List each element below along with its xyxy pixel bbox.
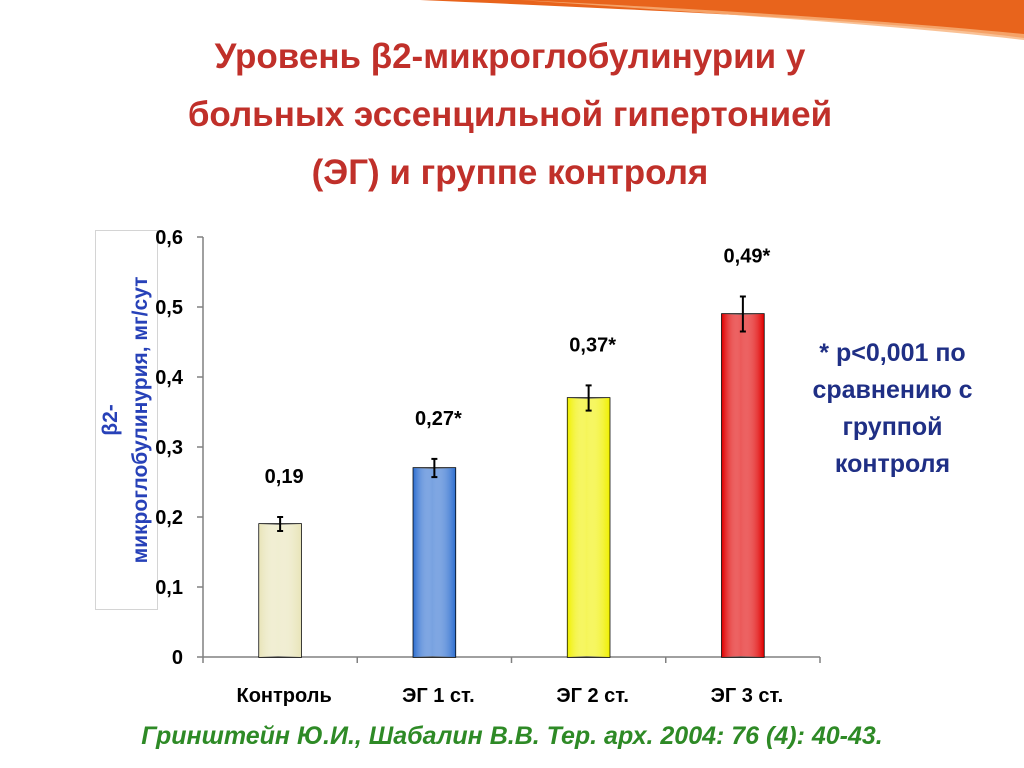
y-tick-label: 0,3: [155, 437, 183, 459]
bar-shading: [567, 398, 610, 657]
y-tick-label: 0,4: [155, 367, 184, 389]
title-line: (ЭГ) и группе контроля: [311, 153, 709, 192]
data-label: 0,49*: [724, 246, 771, 268]
data-label: 0,27*: [415, 408, 462, 430]
y-tick-label: 0,1: [155, 577, 183, 599]
x-tick-label: ЭГ 3 ст.: [711, 685, 784, 707]
y-axis-label-box: [95, 230, 158, 610]
title-line: Уровень β2-микроглобулинурии у: [214, 37, 806, 76]
citation: Гринштейн Ю.И., Шабалин В.В. Тер. арх. 2…: [141, 722, 883, 750]
x-tick-label: ЭГ 2 ст.: [556, 685, 629, 707]
note-line: * p<0,001 по: [819, 339, 966, 367]
y-tick-label: 0,5: [155, 297, 183, 319]
y-tick-label: 0,6: [155, 227, 183, 249]
bar-shading: [413, 468, 456, 657]
y-tick-label: 0,2: [155, 507, 183, 529]
significance-note: * p<0,001 по сравнению с группой контрол…: [775, 335, 1010, 483]
y-axis-label-line: микроглобулинурия, мг/сут: [129, 276, 152, 564]
note-line: сравнению с: [812, 376, 973, 404]
header-swoosh: [420, 0, 1024, 40]
slide-title: Уровень β2-микроглобулинурии у больных э…: [60, 28, 960, 202]
note-line: контроля: [834, 450, 951, 478]
data-label: 0,37*: [569, 334, 616, 356]
x-tick-label: ЭГ 1 ст.: [402, 685, 475, 707]
bar-shading: [721, 314, 764, 657]
bar-shading: [259, 524, 302, 657]
x-tick-label: Контроль: [237, 685, 332, 707]
note-line: группой: [842, 413, 943, 441]
y-axis-label: β2- микроглобулинурия, мг/сут: [96, 230, 156, 610]
y-tick-label: 0: [172, 647, 183, 669]
y-axis-label-line: β2-: [99, 404, 122, 436]
title-line: больных эссенцильной гипертонией: [187, 95, 833, 134]
data-label: 0,19: [265, 466, 304, 488]
